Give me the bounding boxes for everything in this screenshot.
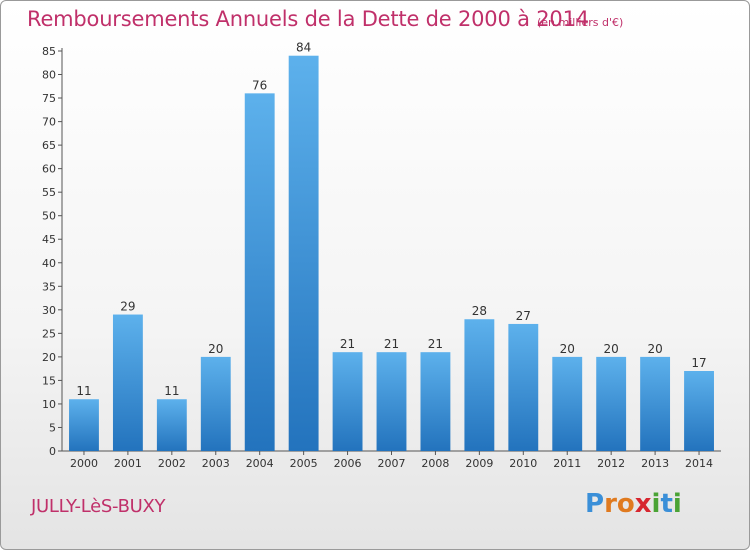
bar-2003 [200,356,231,451]
x-tick-label: 2005 [290,457,318,470]
y-tick-label: 15 [42,374,56,387]
data-label: 76 [252,78,267,92]
y-tick-label: 25 [42,327,56,340]
data-label: 21 [384,337,399,351]
y-tick-label: 85 [42,45,56,58]
x-tick-label: 2013 [641,457,669,470]
data-label: 20 [208,342,223,356]
x-tick-label: 2003 [202,457,230,470]
data-label: 28 [472,304,487,318]
data-label: 21 [428,337,443,351]
logo-letter: i [651,489,661,519]
y-tick-label: 75 [42,92,56,105]
y-tick-label: 80 [42,69,56,82]
y-tick-label: 0 [49,445,56,458]
x-tick-label: 2012 [597,457,625,470]
logo-letter: t [660,489,673,519]
y-tick-label: 60 [42,163,56,176]
data-label: 11 [76,384,91,398]
bar-2005 [288,55,319,452]
bar-2002 [156,399,187,451]
x-tick-label: 2014 [685,457,713,470]
y-tick-label: 10 [42,398,56,411]
bar-2014 [684,371,714,451]
x-tick-label: 2009 [465,457,493,470]
data-label: 29 [120,300,135,314]
y-tick-label: 45 [42,233,56,246]
y-tick-label: 40 [42,257,56,270]
bar-2007 [376,352,407,451]
data-label: 17 [691,356,706,370]
logo-letter: r [604,489,617,519]
logo-letter: i [672,489,682,519]
logo-letter: P [585,489,605,519]
x-tick-label: 2000 [70,457,98,470]
commune-name: JULLY-LèS-BUXY [31,496,166,517]
x-tick-label: 2008 [421,457,449,470]
y-tick-label: 65 [42,139,56,152]
x-tick-label: 2004 [246,457,274,470]
bar-2006 [332,352,363,451]
x-tick-label: 2007 [378,457,406,470]
y-tick-label: 20 [42,351,56,364]
x-tick-label: 2001 [114,457,142,470]
bar-2012 [596,356,627,451]
bar-2009 [464,319,495,451]
y-tick-label: 30 [42,304,56,317]
logo-letter: x [634,489,652,519]
logo-letter: o [616,489,635,519]
chart-subtitle: (en milliers d'€) [537,16,624,29]
data-label: 20 [647,342,662,356]
data-label: 21 [340,337,355,351]
y-tick-label: 55 [42,186,56,199]
bar-2008 [420,352,451,451]
x-tick-label: 2002 [158,457,186,470]
x-tick-label: 2006 [334,457,362,470]
chart-title: Remboursements Annuels de la Dette de 20… [27,7,589,31]
bar-2004 [244,93,275,452]
y-tick-label: 70 [42,116,56,129]
data-label: 20 [604,342,619,356]
bar-2011 [552,356,583,451]
data-label: 11 [164,384,179,398]
proxiti-logo: Proxiti [585,489,682,519]
bar-2000 [69,399,99,451]
bar-2010 [508,323,539,451]
x-tick-label: 2010 [509,457,537,470]
y-tick-label: 35 [42,280,56,293]
data-label: 27 [516,309,531,323]
bar-2001 [112,314,143,451]
data-label: 20 [560,342,575,356]
bar-2013 [640,356,671,451]
x-tick-label: 2011 [553,457,581,470]
y-tick-label: 5 [49,421,56,434]
y-tick-label: 50 [42,210,56,223]
data-label: 84 [296,41,311,55]
